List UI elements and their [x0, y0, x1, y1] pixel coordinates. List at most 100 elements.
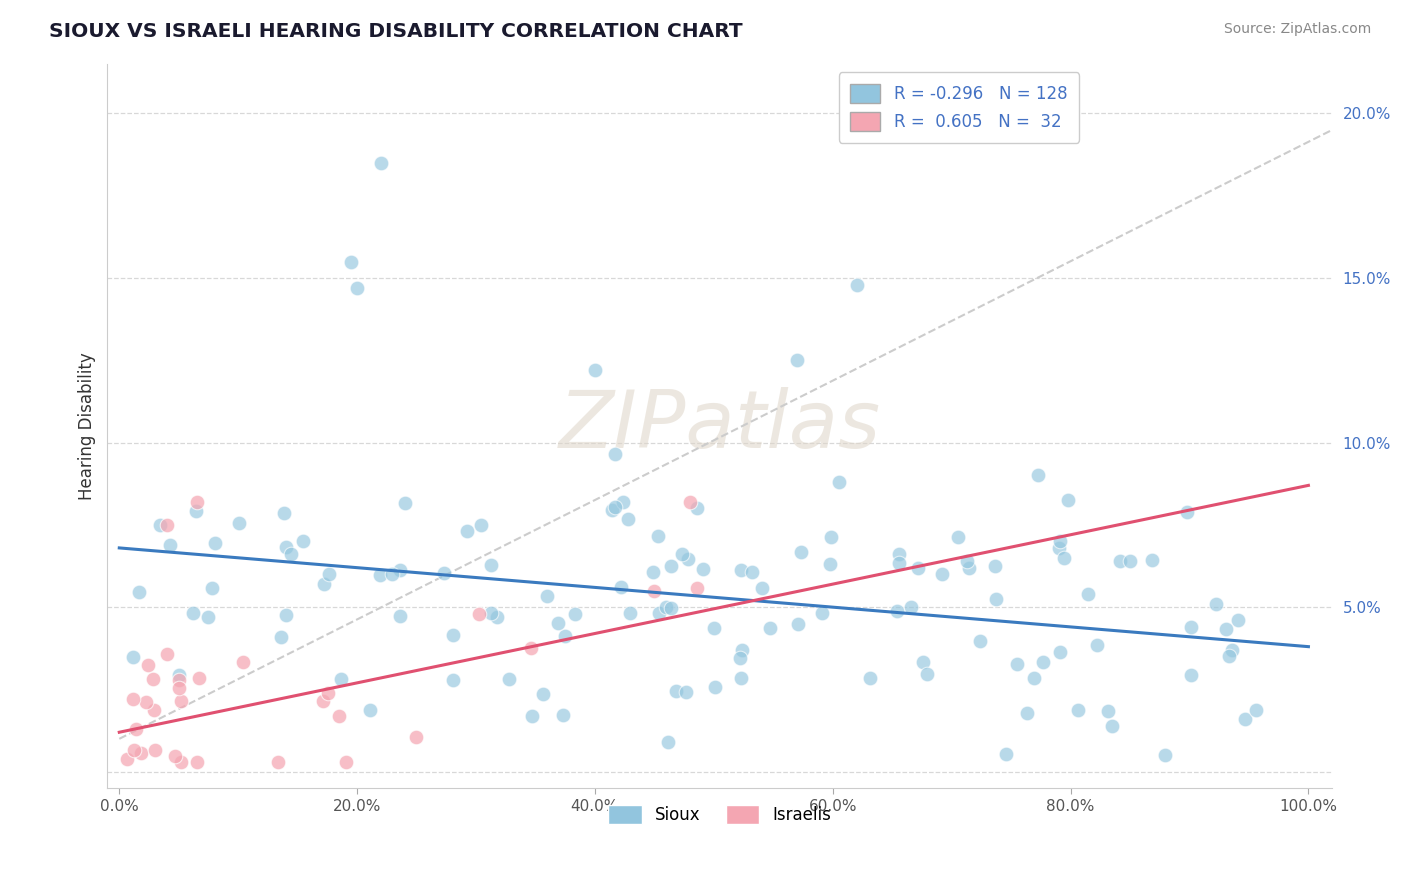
Point — [188, 671, 211, 685]
Point — [603, 447, 626, 461]
Point — [1180, 620, 1202, 634]
Point — [547, 615, 569, 630]
Point — [1024, 671, 1046, 685]
Point — [531, 687, 554, 701]
Point — [330, 672, 353, 686]
Point — [915, 666, 938, 681]
Y-axis label: Hearing Disability: Hearing Disability — [79, 352, 96, 500]
Point — [433, 566, 456, 581]
Point — [1085, 638, 1108, 652]
Point — [1053, 551, 1076, 566]
Point — [703, 621, 725, 635]
Point — [551, 707, 574, 722]
Point — [1007, 657, 1029, 671]
Point — [679, 495, 702, 509]
Point — [311, 694, 333, 708]
Point — [186, 755, 208, 769]
Point — [443, 673, 465, 687]
Point — [889, 556, 911, 570]
Point — [394, 495, 416, 509]
Point — [731, 643, 754, 657]
Point — [828, 475, 851, 489]
Point — [956, 554, 979, 568]
Point — [969, 634, 991, 648]
Point — [984, 591, 1007, 606]
Point — [887, 547, 910, 561]
Point — [142, 672, 165, 686]
Point — [340, 254, 363, 268]
Point — [730, 671, 752, 685]
Point — [1119, 554, 1142, 568]
Point — [274, 608, 297, 623]
Point — [1101, 719, 1123, 733]
Point — [470, 518, 492, 533]
Point — [959, 561, 981, 575]
Point — [276, 540, 298, 554]
Point — [156, 647, 179, 661]
Point — [1097, 704, 1119, 718]
Point — [232, 655, 254, 669]
Point — [610, 580, 633, 594]
Point — [603, 500, 626, 514]
Text: ZIPatlas: ZIPatlas — [558, 387, 880, 465]
Point — [1056, 493, 1078, 508]
Point — [280, 547, 302, 561]
Point — [273, 507, 295, 521]
Point — [787, 617, 810, 632]
Point — [820, 530, 842, 544]
Point — [741, 565, 763, 579]
Point — [1154, 748, 1177, 763]
Point — [1140, 553, 1163, 567]
Point — [686, 500, 709, 515]
Point — [659, 600, 682, 615]
Point — [121, 650, 143, 665]
Point — [1015, 706, 1038, 721]
Point — [1049, 534, 1071, 549]
Point — [201, 581, 224, 595]
Point — [479, 607, 502, 621]
Point — [291, 534, 314, 549]
Point — [388, 563, 411, 577]
Point — [1047, 541, 1070, 555]
Point — [675, 685, 697, 699]
Point — [368, 568, 391, 582]
Point — [900, 600, 922, 615]
Point — [536, 589, 558, 603]
Point — [486, 609, 509, 624]
Point — [1227, 613, 1250, 627]
Point — [456, 524, 478, 538]
Point — [665, 684, 688, 698]
Point — [643, 583, 665, 598]
Point — [655, 600, 678, 615]
Point — [181, 606, 204, 620]
Point — [479, 558, 502, 572]
Point — [318, 567, 340, 582]
Point — [659, 558, 682, 573]
Point — [441, 628, 464, 642]
Point — [346, 281, 368, 295]
Point — [359, 703, 381, 717]
Point — [671, 547, 693, 561]
Point — [228, 516, 250, 531]
Point — [1205, 597, 1227, 611]
Point — [810, 606, 832, 620]
Point — [167, 667, 190, 681]
Point — [312, 576, 335, 591]
Point — [617, 512, 640, 526]
Point — [316, 686, 339, 700]
Point — [197, 609, 219, 624]
Point — [1215, 622, 1237, 636]
Point — [1032, 655, 1054, 669]
Point — [648, 606, 671, 620]
Point — [728, 651, 751, 665]
Point — [1108, 554, 1130, 568]
Point — [554, 629, 576, 643]
Point — [267, 755, 290, 769]
Point — [1180, 667, 1202, 681]
Point — [946, 530, 969, 544]
Point — [186, 495, 208, 509]
Point — [1177, 506, 1199, 520]
Point — [845, 277, 868, 292]
Point — [136, 657, 159, 672]
Point — [886, 605, 908, 619]
